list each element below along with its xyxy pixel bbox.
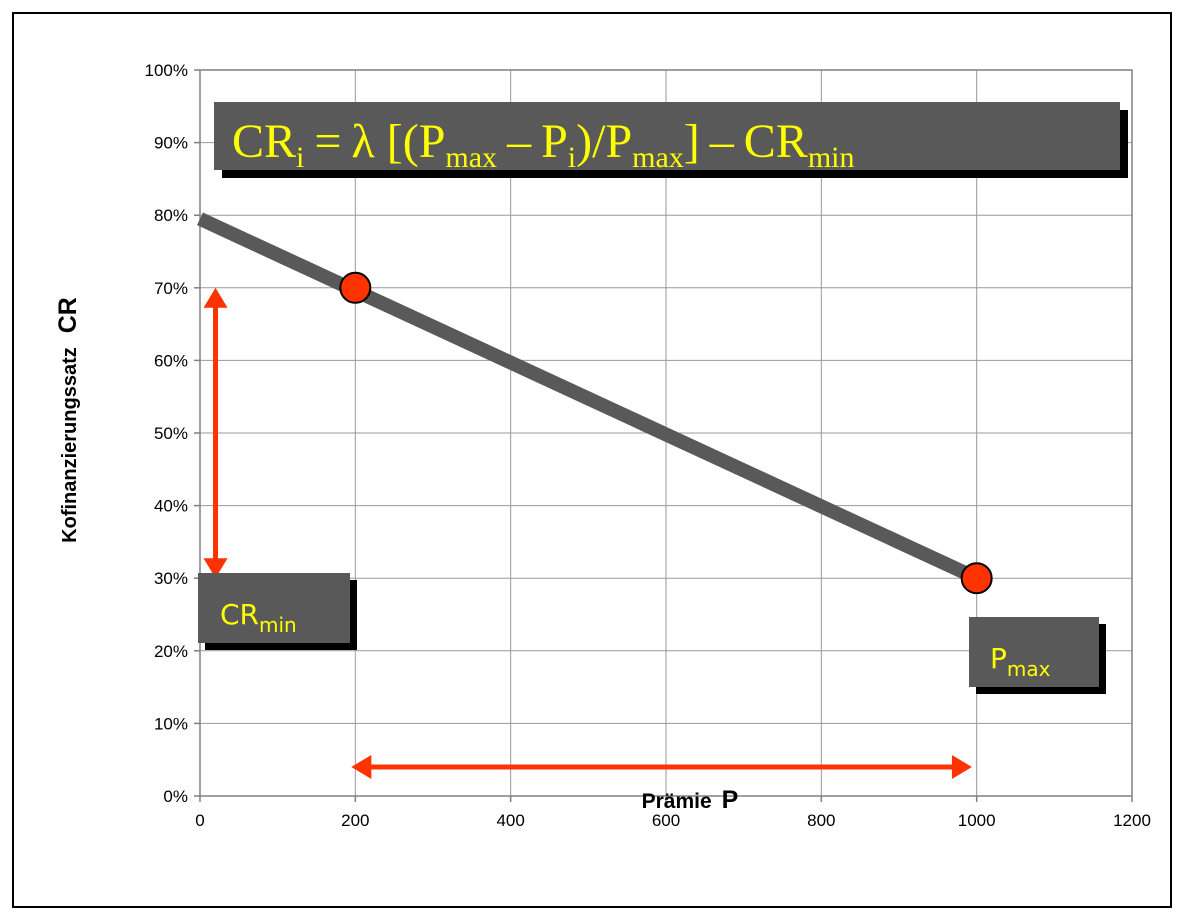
y-tick-label: 30% <box>154 569 188 588</box>
arrow-head <box>351 754 372 779</box>
y-tick-label: 90% <box>154 134 188 153</box>
y-tick-label: 40% <box>154 497 188 516</box>
data-points <box>339 271 993 595</box>
crmin-label-box: CRmin <box>198 573 357 650</box>
arrow-head <box>951 754 972 779</box>
y-tick-label: 70% <box>154 279 188 298</box>
pmax-label-box: Pmax <box>969 617 1106 694</box>
y-tick-label: 0% <box>163 787 188 806</box>
y-tick-label: 60% <box>154 351 188 370</box>
y-tick-label: 20% <box>154 642 188 661</box>
formula-box: CRi = λ [(Pmax – Pi)/Pmax] – CRmin <box>214 102 1128 178</box>
x-tick-label: 200 <box>341 811 369 830</box>
series-line <box>197 212 980 585</box>
data-point-0 <box>339 271 372 304</box>
x-tick-label: 1000 <box>958 811 996 830</box>
y-axis: 0% 10% 20% 30% 40% 50% 60% 70% 80% 90% 100% <box>145 61 200 806</box>
y-tick-label: 50% <box>154 424 188 443</box>
x-tick-label: 0 <box>195 811 204 830</box>
x-tick-label: 1200 <box>1113 811 1151 830</box>
pmax-range-arrow <box>351 754 972 779</box>
x-tick-label: 400 <box>496 811 524 830</box>
x-tick-label: 600 <box>652 811 680 830</box>
crmin-range-arrow <box>203 287 228 579</box>
arrow-head <box>203 558 228 579</box>
pmax-label: Pmax <box>990 642 1051 681</box>
formula: CRi = λ [(Pmax – Pi)/Pmax] – CRmin <box>232 115 854 174</box>
x-tick-label: 800 <box>807 811 835 830</box>
y-tick-label: 10% <box>154 714 188 733</box>
arrow-head <box>203 287 228 308</box>
y-axis-title: KofinanzierungssatzCR <box>54 297 82 543</box>
crmin-label: CRmin <box>220 598 297 637</box>
data-point-1 <box>960 562 993 595</box>
x-axis: 0 200 400 600 800 1000 1200 <box>195 796 1151 830</box>
x-axis-title: Prämie P <box>642 786 739 814</box>
y-tick-label: 100% <box>145 61 188 80</box>
y-tick-label: 80% <box>154 206 188 225</box>
